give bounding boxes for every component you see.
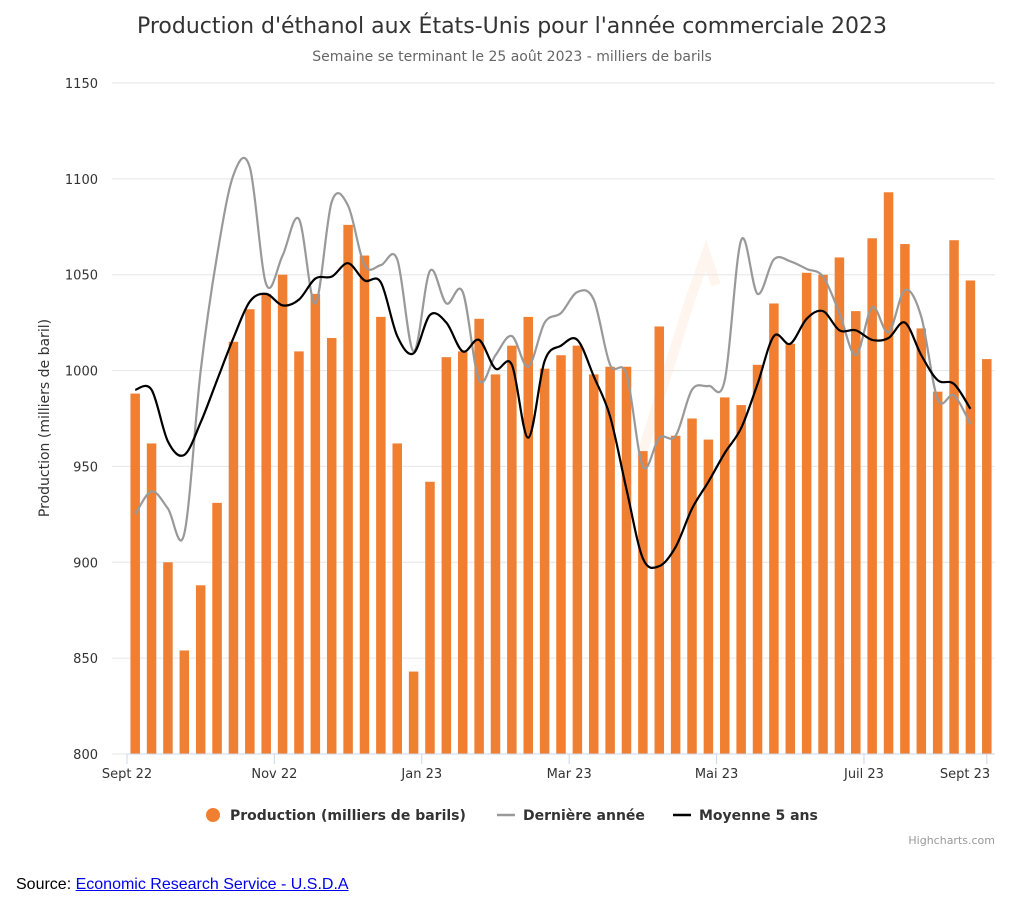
y-tick-label: 1000: [65, 365, 98, 380]
last-year-line: [134, 156, 972, 542]
production-bar: [670, 435, 681, 754]
legend-item-last-year[interactable]: Dernière année: [497, 808, 645, 824]
production-bar: [769, 303, 779, 754]
x-tick-label: Sept 23: [940, 767, 990, 782]
production-bar: [130, 393, 140, 754]
production-bar: [539, 368, 550, 754]
production-bar: [687, 418, 697, 754]
production-bar: [916, 328, 927, 754]
production-bar: [441, 357, 452, 754]
grid-lines: [112, 82, 995, 755]
production-bar: [294, 351, 304, 754]
production-bar: [195, 585, 206, 754]
production-bar: [965, 280, 976, 754]
x-tick-label: Mar 23: [547, 767, 592, 782]
legend-label-avg5: Moyenne 5 ans: [699, 808, 818, 824]
y-tick-label: 800: [73, 748, 98, 763]
source-line: Source: Economic Research Service - U.S.…: [16, 876, 349, 894]
avg5-line: [134, 262, 972, 570]
production-bar: [736, 405, 746, 754]
production-bar: [605, 366, 615, 754]
production-bar: [425, 481, 435, 754]
y-tick-label: 900: [73, 556, 98, 571]
production-bar: [834, 257, 845, 754]
production-bar: [883, 192, 894, 754]
y-tick-label: 950: [73, 460, 98, 475]
source-label: Source:: [16, 876, 72, 893]
production-bar: [212, 502, 222, 754]
production-bar: [621, 366, 632, 754]
credits-link[interactable]: Highcharts.com: [908, 834, 995, 847]
production-bar: [359, 255, 370, 755]
source-link[interactable]: Economic Research Service - U.S.D.A: [75, 876, 349, 893]
production-bar: [474, 318, 484, 754]
x-tick-label: Mai 23: [695, 767, 738, 782]
legend-label-production: Production (milliers de barils): [230, 808, 466, 824]
chart-subtitle: Semaine se terminant le 25 août 2023 - m…: [312, 49, 712, 65]
x-tick-label: Jan 23: [400, 767, 442, 782]
production-bar: [277, 274, 288, 754]
production-bar: [261, 293, 271, 754]
x-tick-label: Nov 22: [251, 767, 297, 782]
y-tick-label: 850: [73, 652, 98, 667]
production-bar: [572, 345, 583, 754]
production-bar: [408, 671, 419, 754]
legend-swatch-production: [206, 808, 220, 822]
y-axis-label: Production (milliers de baril): [37, 319, 53, 517]
x-axis-ticks: Sept 22 Nov 22 Jan 23 Mar 23 Mai 23 Juil 23 Se…: [102, 754, 990, 782]
production-bar: [720, 397, 730, 754]
production-bar: [752, 364, 763, 754]
production-bar: [523, 316, 533, 754]
production-bar: [457, 351, 468, 754]
y-tick-label: 1050: [65, 269, 98, 284]
y-tick-label: 1100: [65, 173, 98, 188]
production-bar: [589, 374, 599, 754]
production-bar: [867, 238, 877, 754]
production-bar: [376, 316, 386, 754]
chart-title: Production d'éthanol aux États-Unis pour…: [137, 13, 887, 39]
production-bar: [785, 343, 796, 754]
production-bar: [654, 326, 665, 754]
legend-label-last-year: Dernière année: [523, 808, 645, 824]
production-bar: [228, 341, 239, 754]
production-bar: [703, 439, 714, 754]
production-bars: [130, 192, 992, 755]
production-bar: [507, 345, 517, 754]
production-bar: [245, 309, 255, 754]
production-bar: [949, 240, 959, 755]
production-bar: [932, 391, 943, 754]
production-bar: [163, 562, 173, 754]
production-bar: [490, 374, 501, 754]
production-bar: [638, 451, 648, 754]
watermark: [635, 239, 721, 462]
x-tick-label: Juil 23: [843, 767, 884, 782]
production-bar: [900, 244, 910, 755]
production-bar: [818, 274, 828, 754]
production-bar: [982, 359, 992, 754]
legend-item-production[interactable]: Production (milliers de barils): [206, 808, 466, 824]
production-bar: [146, 443, 157, 754]
production-bar: [392, 443, 402, 754]
y-tick-label: 1150: [65, 77, 98, 92]
production-bar: [556, 355, 566, 754]
line-series: [134, 156, 972, 570]
production-bar: [801, 272, 812, 754]
production-bar: [851, 311, 861, 754]
production-bar: [179, 650, 190, 754]
production-bar: [343, 224, 353, 754]
y-axis-ticks: 800 850 900 950 1000 1050 1100 1150: [65, 77, 98, 763]
production-bar: [310, 293, 321, 754]
production-bar: [326, 337, 337, 754]
x-tick-label: Sept 22: [102, 767, 152, 782]
legend-item-avg5[interactable]: Moyenne 5 ans: [673, 808, 818, 824]
legend: Production (milliers de barils) Dernière…: [206, 808, 818, 824]
